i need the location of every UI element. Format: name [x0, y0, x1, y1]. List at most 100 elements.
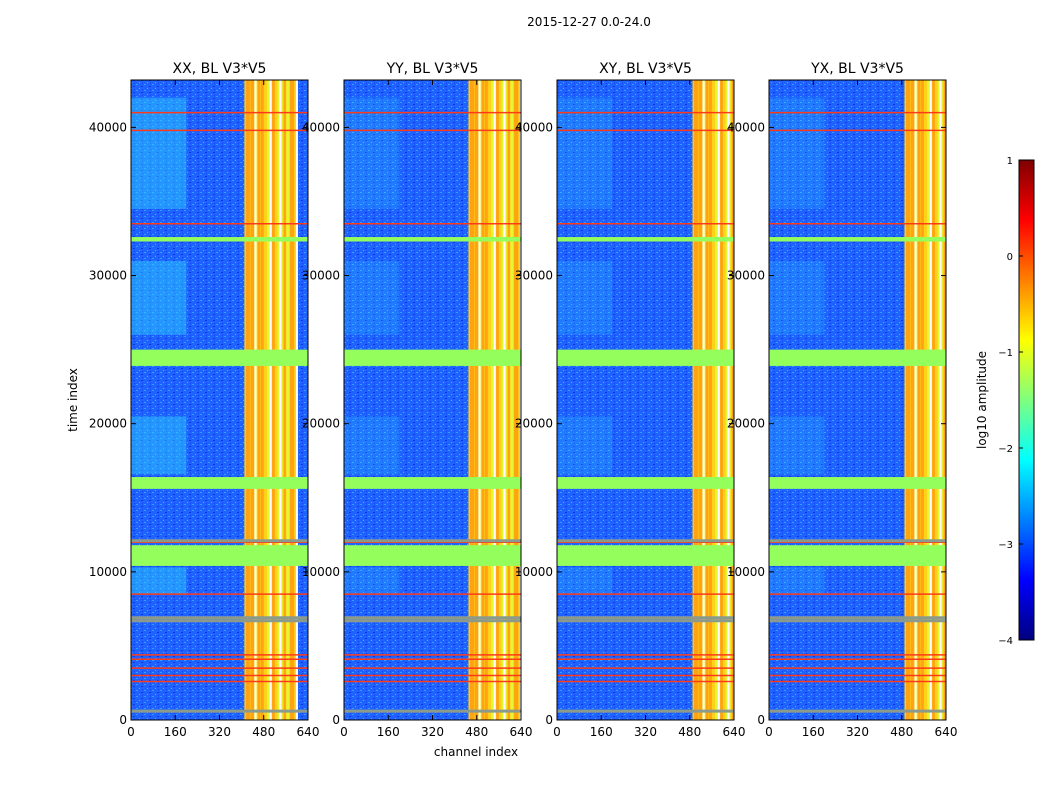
panel-title: XY, BL V3*V5 — [599, 61, 692, 77]
rfi-channel — [507, 80, 510, 720]
y-tick-label: 30000 — [89, 269, 127, 283]
rfi-channel-gap — [927, 80, 931, 720]
y-tick-label: 10000 — [515, 565, 553, 579]
panel-yy: YY, BL V3*V5 0 160 320 480 640 0 10000 20000 3000… — [302, 61, 533, 739]
heatmap-cloud — [557, 97, 613, 209]
rfi-channel-gap — [947, 80, 950, 720]
flagged-time-band — [557, 237, 734, 242]
x-tick-label: 320 — [846, 725, 869, 739]
x-tick-label: 480 — [465, 725, 488, 739]
rfi-channel — [272, 80, 275, 720]
flagged-time-band — [769, 237, 946, 242]
flagged-time-band — [557, 349, 734, 366]
flagged-time-band — [344, 545, 521, 566]
rfi-channel — [932, 80, 935, 720]
rfi-channel — [705, 80, 709, 720]
x-axis-label: channel index — [434, 745, 518, 759]
flagged-time-band — [131, 237, 308, 242]
heatmap-cloud — [769, 97, 825, 209]
x-tick-label: 320 — [208, 725, 231, 739]
y-tick-label: 0 — [332, 713, 340, 727]
x-tick-label: 640 — [510, 725, 533, 739]
heatmap-cloud — [557, 416, 613, 475]
rfi-channel-gap — [735, 80, 738, 720]
colorbar-tick-label: −2 — [998, 444, 1013, 455]
panel-xy: XY, BL V3*V5 0 160 320 480 640 0 10000 20000 3000… — [515, 61, 746, 739]
x-tick-label: 320 — [634, 725, 657, 739]
rfi-channel — [709, 80, 712, 720]
y-tick-label: 0 — [119, 713, 127, 727]
rfi-channel — [514, 80, 519, 720]
y-tick-label: 10000 — [302, 565, 340, 579]
rfi-channel — [481, 80, 485, 720]
colorbar-tick-label: 1 — [1007, 156, 1013, 167]
heatmap-cloud — [131, 416, 187, 475]
rfi-channel — [738, 80, 742, 720]
y-tick-label: 20000 — [89, 417, 127, 431]
rfi-channel — [921, 80, 924, 720]
rfi-channel — [290, 80, 295, 720]
x-tick-label: 640 — [297, 725, 320, 739]
y-tick-label: 30000 — [302, 269, 340, 283]
colorbar-ticks: 1 0 −1 −2 −3 −4 — [998, 156, 1023, 647]
rfi-channel — [257, 80, 261, 720]
x-tick-label: 480 — [678, 725, 701, 739]
rfi-channel-gap — [286, 80, 290, 720]
x-tick-label: 160 — [590, 725, 613, 739]
flagged-time-band — [131, 545, 308, 566]
flagged-time-band — [344, 237, 521, 242]
y-tick-label: 20000 — [302, 417, 340, 431]
colorbar-tick-label: −1 — [998, 348, 1013, 359]
panel-yx: YX, BL V3*V5 0 160 320 480 640 0 10000 20000 3000… — [727, 61, 958, 739]
colorbar-tick-label: 0 — [1007, 252, 1013, 263]
heatmap-cloud — [131, 97, 187, 209]
flagged-time-band — [557, 545, 734, 566]
colorbar-tick-label: −4 — [998, 636, 1013, 647]
flagged-time-band — [769, 477, 946, 489]
colorbar-gradient — [1018, 159, 1035, 641]
rfi-channel — [496, 80, 499, 720]
y-tick-label: 40000 — [727, 120, 765, 134]
rfi-channel — [283, 80, 286, 720]
rfi-channel — [720, 80, 723, 720]
y-tick-label: 40000 — [515, 120, 553, 134]
x-tick-label: 0 — [127, 725, 135, 739]
y-tick-label: 0 — [757, 713, 765, 727]
panel-xx: XX, BL V3*V5 0 160 320 480 640 0 10000 20000 3000… — [89, 61, 320, 739]
y-tick-label: 30000 — [727, 269, 765, 283]
colorbar-label: log10 amplitude — [975, 351, 989, 449]
heatmap-cloud — [344, 97, 400, 209]
flagged-time-band — [769, 545, 946, 566]
x-tick-label: 0 — [553, 725, 561, 739]
heatmap-cloud — [557, 567, 613, 595]
flagged-time-band — [131, 349, 308, 366]
rfi-channel — [485, 80, 488, 720]
x-tick-label: 640 — [723, 725, 746, 739]
heatmap-cloud — [344, 567, 400, 595]
heatmap-cloud — [769, 260, 825, 335]
rfi-channel-gap — [715, 80, 719, 720]
colorbar-tick-label: −3 — [998, 540, 1013, 551]
y-tick-label: 10000 — [89, 565, 127, 579]
heatmap-cloud — [344, 416, 400, 475]
figure-suptitle: 2015-12-27 0.0-24.0 — [527, 15, 651, 29]
y-tick-label: 30000 — [515, 269, 553, 283]
panels: XX, BL V3*V5 0 160 320 480 640 0 10000 20000 3000… — [89, 61, 958, 739]
panel-title: YY, BL V3*V5 — [386, 61, 479, 77]
rfi-channel — [474, 80, 479, 720]
y-tick-label: 20000 — [727, 417, 765, 431]
flagged-time-band — [769, 349, 946, 366]
flagged-time-band — [344, 349, 521, 366]
rfi-channel — [917, 80, 921, 720]
rfi-channel-gap — [491, 80, 495, 720]
rfi-channel-gap — [510, 80, 514, 720]
colorbar: 1 0 −1 −2 −3 −4 log10 amplitude — [975, 156, 1035, 647]
rfi-channel — [469, 80, 474, 720]
heatmap-cloud — [344, 260, 400, 335]
x-tick-label: 160 — [802, 725, 825, 739]
rfi-channel — [905, 80, 911, 720]
x-tick-label: 480 — [252, 725, 275, 739]
rfi-channel — [245, 80, 250, 720]
rfi-channel — [260, 80, 264, 720]
